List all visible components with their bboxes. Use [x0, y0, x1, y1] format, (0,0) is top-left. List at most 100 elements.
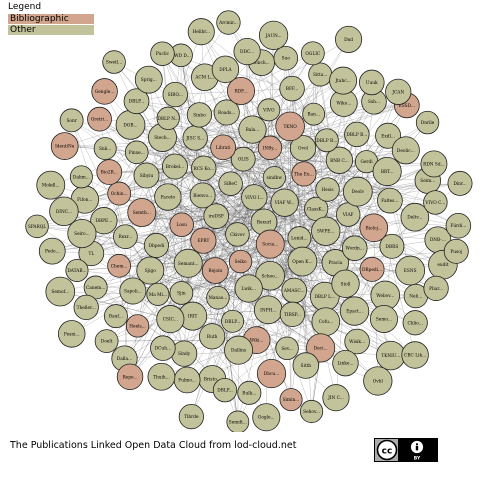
dataset-node-circle[interactable] [332, 349, 359, 377]
dataset-node[interactable]: Sindy [170, 340, 198, 367]
dataset-node[interactable]: VIVO C... [423, 190, 448, 215]
dataset-node-circle[interactable] [212, 377, 238, 403]
dataset-node[interactable]: Semof... [45, 276, 76, 307]
dataset-node-circle[interactable] [256, 358, 287, 389]
dataset-node[interactable]: INBy... [257, 135, 283, 161]
cc-by-license-badge[interactable]: cc BY [374, 438, 438, 462]
dataset-node[interactable]: Wisik... [344, 328, 370, 355]
dataset-node[interactable]: Arcmir... [216, 10, 241, 35]
dataset-node-circle[interactable] [233, 37, 261, 66]
dataset-node[interactable]: Losu [169, 212, 194, 237]
dataset-node-circle[interactable] [226, 410, 250, 432]
dataset-node[interactable]: Suo [273, 45, 299, 71]
dataset-node[interactable]: Simin... [279, 388, 303, 412]
dataset-node[interactable]: Lwik... [234, 274, 263, 303]
dataset-node[interactable]: JAUN... [258, 20, 289, 50]
dataset-node[interactable]: VIAF W... [270, 188, 299, 217]
dataset-node[interactable]: Wordn... [341, 235, 368, 261]
dataset-node[interactable]: SiBeC [218, 171, 243, 196]
dataset-node[interactable]: DBLP N... [156, 106, 180, 130]
dataset-node-circle[interactable] [291, 161, 317, 187]
dataset-node[interactable]: Dallins [224, 335, 254, 365]
dataset-node-circle[interactable] [186, 102, 213, 128]
dataset-node-circle[interactable] [59, 108, 84, 133]
dataset-node[interactable]: Semth... [127, 198, 157, 227]
dataset-node[interactable]: Uuuk [359, 69, 385, 96]
dataset-node[interactable]: SWPE... [311, 216, 341, 246]
dataset-node-circle[interactable] [279, 301, 306, 328]
dataset-node-circle[interactable] [322, 384, 350, 412]
dataset-node-circle[interactable] [83, 275, 108, 300]
dataset-node[interactable]: Sonr [59, 108, 84, 133]
dataset-node[interactable]: RDF... [227, 76, 256, 105]
dataset-node[interactable]: DCuh... [150, 335, 176, 361]
dataset-node[interactable]: Canem... [83, 275, 108, 300]
dataset-node-circle[interactable] [107, 181, 132, 206]
dataset-node[interactable]: sindbw [262, 166, 286, 190]
dataset-node[interactable]: Doelt [94, 329, 119, 354]
dataset-node[interactable]: Ckivov [225, 222, 250, 247]
dataset-node[interactable]: Hesis [315, 177, 340, 202]
dataset-node-circle[interactable] [147, 362, 176, 391]
dataset-node-circle[interactable] [94, 329, 119, 354]
dataset-node-circle[interactable] [238, 115, 267, 144]
dataset-node-circle[interactable] [401, 341, 429, 369]
dataset-node-circle[interactable] [300, 41, 325, 66]
dataset-node-circle[interactable] [213, 99, 240, 126]
dataset-node-circle[interactable] [169, 212, 194, 237]
dataset-node[interactable]: Sjin [169, 281, 194, 305]
dataset-node-circle[interactable] [50, 132, 79, 160]
dataset-node[interactable]: Bauf... [103, 304, 128, 329]
dataset-node[interactable]: DBLP... [123, 88, 150, 115]
dataset-node-circle[interactable] [275, 111, 305, 142]
dataset-node[interactable]: Pracia [321, 249, 349, 277]
dataset-node[interactable]: EPRT [190, 227, 217, 254]
dataset-node-circle[interactable] [255, 260, 285, 291]
dataset-node-circle[interactable] [49, 196, 79, 227]
dataset-node-circle[interactable] [150, 41, 175, 66]
dataset-node[interactable]: Rexr... [113, 224, 138, 249]
dataset-node[interactable]: Gretri... [87, 106, 112, 132]
dataset-node-circle[interactable] [210, 134, 236, 161]
dataset-node-circle[interactable] [443, 238, 469, 264]
dataset-node[interactable]: Heels... [125, 314, 150, 338]
dataset-node[interactable]: DBRS [379, 233, 405, 259]
dataset-node[interactable]: DATAB... [65, 258, 89, 282]
dataset-node[interactable]: IdentiNe [50, 132, 79, 160]
dataset-node[interactable]: JCAN [385, 78, 412, 105]
dataset-node-circle[interactable] [146, 282, 170, 306]
dataset-node[interactable]: DBpedi... [359, 256, 385, 282]
dataset-node[interactable]: Stoll [331, 269, 360, 298]
dataset-node[interactable]: Socia... [255, 229, 285, 259]
dataset-node-circle[interactable] [279, 75, 305, 102]
dataset-node[interactable]: Bienvo... [189, 182, 216, 209]
dataset-node-circle[interactable] [402, 310, 428, 336]
dataset-node[interactable]: Sinbo [186, 102, 213, 128]
dataset-node-circle[interactable] [116, 363, 144, 391]
dataset-node[interactable]: Brokel... [162, 153, 188, 180]
dataset-node[interactable]: Chlio... [402, 310, 428, 336]
dataset-node-circle[interactable] [270, 188, 299, 217]
dataset-node-circle[interactable] [133, 162, 160, 189]
dataset-node-circle[interactable] [102, 50, 126, 74]
dataset-node-circle[interactable] [275, 336, 299, 360]
dataset-node[interactable]: Ban... [302, 102, 326, 126]
dataset-node-circle[interactable] [344, 121, 370, 148]
dataset-node-circle[interactable] [375, 122, 402, 149]
dataset-node[interactable]: Swetl... [102, 50, 126, 74]
dataset-node-circle[interactable] [331, 269, 360, 298]
dataset-node-circle[interactable] [107, 253, 131, 278]
dataset-node[interactable]: VIVO [257, 98, 281, 122]
dataset-node[interactable]: Pedo... [38, 237, 66, 265]
dataset-node-circle[interactable] [199, 323, 226, 350]
dataset-node[interactable]: SIBO... [162, 81, 188, 108]
dataset-node[interactable]: BRT... [372, 156, 402, 187]
dataset-node-circle[interactable] [415, 110, 440, 135]
dataset-node-circle[interactable] [299, 399, 324, 424]
dataset-node[interactable]: Open K... [287, 246, 318, 277]
dataset-node[interactable]: Pulmo... [173, 366, 201, 394]
dataset-node[interactable]: Roads... [213, 99, 240, 126]
dataset-node[interactable]: TKNIU... [376, 340, 406, 371]
dataset-node-circle[interactable] [127, 198, 157, 227]
dataset-node-circle[interactable] [25, 214, 49, 239]
